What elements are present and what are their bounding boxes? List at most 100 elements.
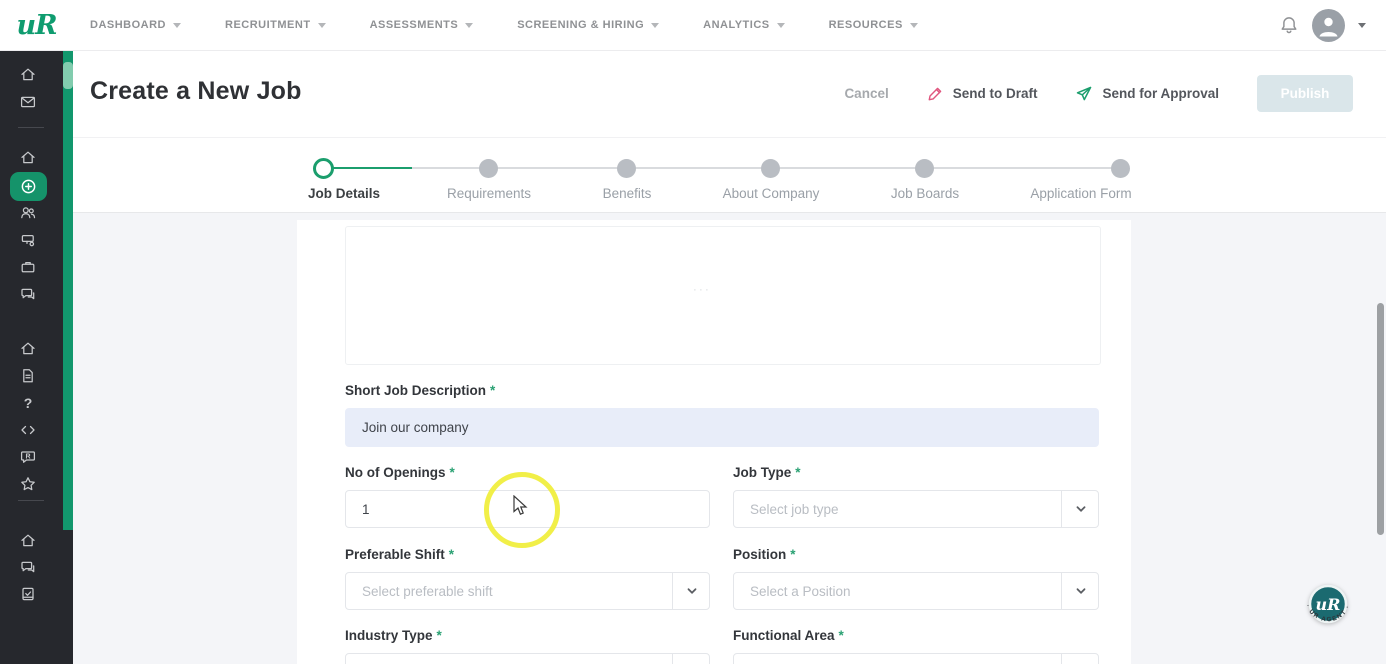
- nav-dashboard[interactable]: DASHBOARD: [90, 19, 181, 31]
- home-icon[interactable]: [16, 529, 40, 553]
- mouse-cursor: [510, 494, 530, 522]
- stepper-track: [321, 167, 1121, 169]
- account-chevron-down-icon[interactable]: [1358, 22, 1366, 28]
- chevron-down-icon: [317, 22, 326, 28]
- required-asterisk: *: [449, 465, 455, 480]
- chevron-down-icon: [685, 584, 699, 598]
- logo-text: uR: [16, 9, 57, 41]
- star-icon[interactable]: [16, 472, 40, 496]
- chevron-down-icon: [1074, 502, 1088, 516]
- home-icon[interactable]: [16, 146, 40, 170]
- preferable-shift-label: Preferable Shift *: [345, 547, 455, 562]
- step-circle-job-details[interactable]: [313, 158, 334, 179]
- job-description-editor[interactable]: ···: [345, 226, 1101, 365]
- no-of-openings-label: No of Openings *: [345, 465, 455, 480]
- required-asterisk: *: [795, 465, 801, 480]
- sidebar-divider: [18, 127, 44, 128]
- briefcase-icon[interactable]: [16, 255, 40, 279]
- select-divider: [1061, 491, 1062, 527]
- home-icon[interactable]: [16, 63, 40, 87]
- send-icon: [1077, 86, 1092, 100]
- required-asterisk: *: [790, 547, 796, 562]
- svg-text:R: R: [25, 454, 30, 461]
- step-circle-application-form[interactable]: [1111, 159, 1130, 178]
- messages-icon[interactable]: [16, 555, 40, 579]
- step-label[interactable]: Job Boards: [890, 186, 960, 201]
- nav-resources[interactable]: RESOURCES: [829, 19, 918, 31]
- step-label[interactable]: Application Form: [1030, 186, 1132, 201]
- top-navigation: DASHBOARD RECRUITMENT ASSESSMENTS SCREEN…: [90, 19, 918, 31]
- nav-analytics[interactable]: ANALYTICS: [703, 19, 785, 31]
- stepper-progress: [321, 167, 412, 169]
- required-asterisk: *: [490, 383, 496, 398]
- topbar-right: [1279, 8, 1386, 42]
- plus-circle-icon: [21, 179, 36, 194]
- sidebar-scroll-thumb[interactable]: [63, 62, 73, 89]
- position-select[interactable]: Select a Position: [733, 572, 1099, 610]
- bell-icon[interactable]: [1279, 15, 1299, 35]
- chat-icon[interactable]: [16, 282, 40, 306]
- sidebar-item-create-job-active[interactable]: [10, 172, 47, 201]
- page-scrollbar-thumb[interactable]: [1377, 303, 1384, 535]
- home-icon[interactable]: [16, 337, 40, 361]
- code-icon[interactable]: [16, 418, 40, 442]
- chevron-down-icon: [776, 22, 785, 28]
- nav-recruitment[interactable]: RECRUITMENT: [225, 19, 326, 31]
- nav-screening-hiring[interactable]: SCREENING & HIRING: [517, 19, 660, 31]
- job-details-card: ··· Short Job Description * Join our comp…: [297, 220, 1131, 664]
- step-label[interactable]: Benefits: [602, 186, 652, 201]
- header-actions: Cancel Send to Draft Send for Approval P…: [844, 75, 1353, 112]
- board-icon[interactable]: [16, 228, 40, 252]
- functional-area-select[interactable]: [733, 653, 1099, 664]
- step-label[interactable]: Requirements: [446, 186, 532, 201]
- document-icon[interactable]: [16, 364, 40, 388]
- step-label[interactable]: About Company: [722, 186, 820, 201]
- position-label: Position *: [733, 547, 796, 562]
- step-circle-about-company[interactable]: [761, 159, 780, 178]
- help-icon[interactable]: ?: [23, 395, 33, 411]
- review-icon[interactable]: R: [16, 445, 40, 469]
- job-type-select[interactable]: Select job type: [733, 490, 1099, 528]
- click-highlight-ring: [484, 472, 560, 548]
- send-for-approval-button[interactable]: Send for Approval: [1075, 85, 1219, 103]
- top-bar: uR DASHBOARD RECRUITMENT ASSESSMENTS SCR…: [0, 0, 1386, 51]
- svg-text:uR: uR: [1316, 595, 1341, 614]
- chevron-down-icon: [651, 22, 660, 28]
- chevron-down-icon: [465, 22, 474, 28]
- sidebar-divider: [18, 500, 44, 501]
- editor-hint: ···: [692, 282, 711, 296]
- required-asterisk: *: [436, 628, 442, 643]
- publish-button[interactable]: Publish: [1257, 75, 1353, 112]
- step-label[interactable]: Job Details: [307, 186, 381, 201]
- sidebar: ? R: [0, 50, 73, 664]
- select-divider: [1061, 573, 1062, 609]
- cancel-button[interactable]: Cancel: [844, 86, 889, 101]
- preferable-shift-select[interactable]: Select preferable shift: [345, 572, 710, 610]
- nav-assessments[interactable]: ASSESSMENTS: [370, 19, 474, 31]
- page-title: Create a New Job: [90, 77, 302, 105]
- app-logo[interactable]: uR: [0, 10, 73, 41]
- required-asterisk: *: [448, 547, 455, 562]
- job-type-label: Job Type *: [733, 465, 801, 480]
- step-circle-benefits[interactable]: [617, 159, 636, 178]
- pencil-icon: [928, 87, 942, 101]
- job-creation-stepper: Job Details Requirements Benefits About …: [73, 137, 1386, 212]
- step-circle-requirements[interactable]: [479, 159, 498, 178]
- select-divider: [672, 573, 673, 609]
- avatar[interactable]: [1312, 8, 1345, 42]
- page-header: Create a New Job Cancel Send to Draft Se…: [73, 50, 1386, 137]
- sidebar-scroll-track: [63, 50, 73, 530]
- send-to-draft-button[interactable]: Send to Draft: [927, 85, 1037, 102]
- users-icon[interactable]: [16, 201, 40, 225]
- select-divider: [1061, 654, 1062, 664]
- short-job-description-input[interactable]: Join our company: [345, 408, 1099, 447]
- mail-icon[interactable]: [16, 90, 40, 114]
- ur-agent-badge: uR · UR AGENT ·: [1299, 578, 1357, 636]
- industry-type-select[interactable]: [345, 653, 710, 664]
- book-check-icon[interactable]: [16, 582, 40, 606]
- chevron-down-icon: [909, 22, 918, 28]
- chevron-down-icon: [1074, 584, 1088, 598]
- functional-area-label: Functional Area *: [733, 628, 844, 643]
- step-circle-job-boards[interactable]: [915, 159, 934, 178]
